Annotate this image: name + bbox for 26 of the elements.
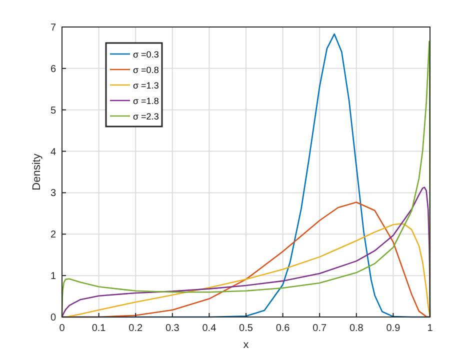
- y-tick-label: 4: [50, 146, 56, 158]
- y-tick-label: 7: [50, 22, 56, 34]
- legend-label: σ =1.3: [133, 80, 159, 90]
- legend-label: σ =0.8: [133, 65, 159, 75]
- y-tick-label: 2: [50, 230, 56, 241]
- x-tick-label: 0.7: [312, 323, 327, 334]
- x-tick-label: 0: [59, 323, 66, 334]
- x-tick-label: 0.8: [349, 323, 364, 334]
- y-tick-label: 5: [50, 105, 56, 116]
- y-tick-label: 3: [50, 188, 56, 200]
- y-tick-label: 1: [50, 271, 56, 282]
- x-tick-label: 0.6: [276, 323, 290, 334]
- x-tick-label: 0.3: [165, 323, 180, 334]
- x-tick-label: 0.5: [239, 323, 254, 334]
- y-tick-label: 0: [50, 312, 56, 324]
- x-axis-title: x: [243, 339, 250, 351]
- x-tick-label: 0.1: [92, 323, 106, 334]
- y-tick-label: 6: [50, 64, 56, 75]
- x-tick-label: 1: [427, 323, 434, 334]
- x-tick-label: 0.2: [128, 323, 143, 334]
- x-tick-label: 0.9: [386, 323, 401, 334]
- legend-label: σ =2.3: [133, 112, 159, 122]
- legend-label: σ =1.8: [133, 96, 159, 106]
- x-tick-label: 0.4: [202, 323, 217, 334]
- legend-label: σ =0.3: [133, 50, 159, 60]
- y-axis-title: Density: [31, 153, 43, 190]
